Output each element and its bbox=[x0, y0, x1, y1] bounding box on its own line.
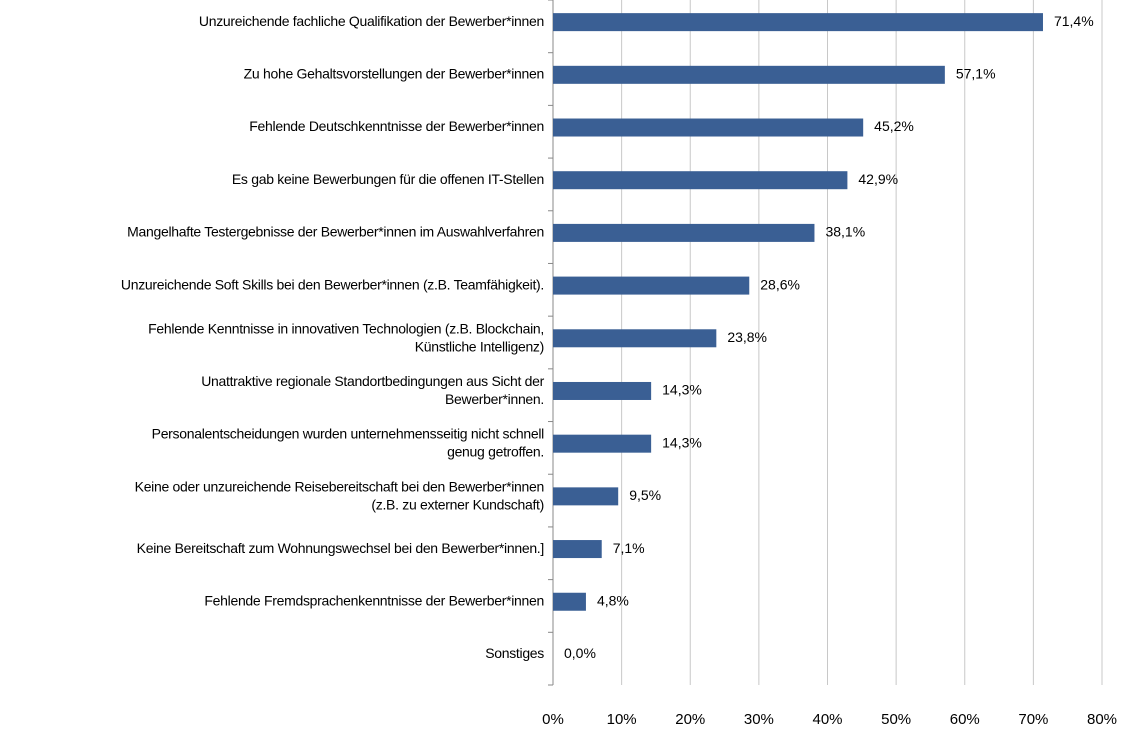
value-label: 14,3% bbox=[662, 382, 702, 398]
value-label: 9,5% bbox=[629, 487, 661, 503]
y-tick-label: Keine oder unzureichende Reisebereitscha… bbox=[135, 478, 544, 512]
x-tick-label: 50% bbox=[881, 711, 911, 728]
value-label: 4,8% bbox=[597, 592, 629, 608]
x-tick-label: 10% bbox=[607, 711, 637, 728]
value-label: 0,0% bbox=[564, 645, 596, 661]
value-label: 71,4% bbox=[1054, 13, 1094, 29]
bar bbox=[553, 118, 864, 137]
y-tick-label: Mangelhafte Testergebnisse der Bewerber*… bbox=[127, 224, 544, 240]
x-tick-label: 0% bbox=[542, 711, 564, 728]
bar bbox=[553, 276, 750, 295]
value-label: 42,9% bbox=[858, 171, 898, 187]
y-tick-label: Fehlende Fremdsprachenkenntnisse der Bew… bbox=[204, 592, 544, 608]
value-label: 57,1% bbox=[956, 66, 996, 82]
x-tick-label: 80% bbox=[1087, 711, 1117, 728]
bar bbox=[553, 487, 619, 506]
value-label: 38,1% bbox=[825, 224, 865, 240]
value-label: 7,1% bbox=[613, 540, 645, 556]
y-tick-label: Es gab keine Bewerbungen für die offenen… bbox=[232, 171, 544, 187]
y-tick-label: Fehlende Kenntnisse in innovativen Techn… bbox=[148, 320, 544, 354]
bar bbox=[553, 434, 652, 453]
x-tick-label: 30% bbox=[744, 711, 774, 728]
x-tick-label: 60% bbox=[950, 711, 980, 728]
y-tick-label: Unattraktive regionale Standortbedingung… bbox=[201, 373, 544, 407]
y-tick-label: Zu hohe Gehaltsvorstellungen der Bewerbe… bbox=[244, 66, 544, 82]
x-tick-label: 40% bbox=[812, 711, 842, 728]
x-tick-label: 20% bbox=[675, 711, 705, 728]
value-label: 23,8% bbox=[727, 329, 767, 345]
bar bbox=[553, 592, 586, 611]
bar bbox=[553, 329, 717, 348]
bar bbox=[553, 171, 848, 190]
bar bbox=[553, 223, 815, 242]
bar bbox=[553, 540, 602, 559]
value-label: 28,6% bbox=[760, 276, 800, 292]
x-tick-label: 70% bbox=[1018, 711, 1048, 728]
bar bbox=[553, 65, 945, 84]
y-tick-label: Keine Bereitschaft zum Wohnungswechsel b… bbox=[137, 540, 544, 556]
y-tick-label: Unzureichende fachliche Qualifikation de… bbox=[199, 13, 544, 29]
y-tick-label: Personalentscheidungen wurden unternehme… bbox=[152, 425, 545, 459]
bar bbox=[553, 13, 1043, 32]
value-label: 14,3% bbox=[662, 434, 702, 450]
y-tick-label: Unzureichende Soft Skills bei den Bewerb… bbox=[121, 276, 544, 292]
y-tick-label: Sonstiges bbox=[485, 645, 544, 661]
value-label: 45,2% bbox=[874, 118, 914, 134]
y-tick-label: Fehlende Deutschkenntnisse der Bewerber*… bbox=[249, 118, 544, 134]
bar bbox=[553, 381, 652, 400]
